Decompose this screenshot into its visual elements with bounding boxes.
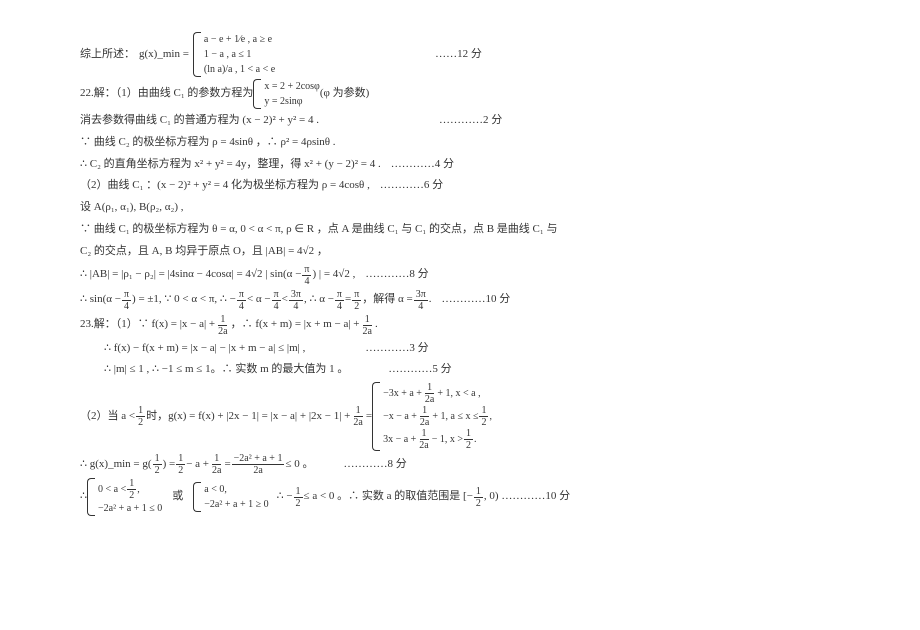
score: …………5 分 — [388, 360, 451, 380]
case: −3x + a +12a+ 1, x < a , — [383, 382, 492, 405]
text: ) = — [163, 455, 176, 475]
frac-half: 12 — [294, 486, 303, 509]
param-cases: x = 2 + 2cosφ y = 2sinφ — [253, 79, 319, 109]
case: (ln a)/a , 1 < a < e — [204, 62, 275, 77]
text: . — [375, 315, 378, 335]
frac-pi4: π4 — [302, 264, 311, 287]
frac-expr: −2a² + a + 12a — [232, 453, 285, 476]
text: < — [282, 290, 288, 310]
text: C₂ 的交点，且 A, B 均异于原点 O，且 |AB| = 4√2 ， — [80, 242, 328, 262]
q22-line9: ∴ |AB| = |ρ₁ − ρ₂| = |4sinα − 4cosα| = 4… — [80, 264, 840, 287]
text: ∵ 曲线 C₁ 的极坐标方程为 θ = α, 0 < α < π, ρ ∈ R … — [80, 220, 557, 240]
q22-line1: 22.解：（1）由曲线 C₁ 的参数方程为 x = 2 + 2cosφ y = … — [80, 79, 840, 109]
q22-line2: 消去参数得曲线 C₁ 的普通方程为 (x − 2)² + y² = 4 . ……… — [80, 111, 840, 131]
case: x = 2 + 2cosφ — [264, 79, 319, 94]
suffix: (φ 为参数) — [320, 84, 369, 104]
prefix: 综上所述： — [80, 45, 135, 65]
text: ∴ C₂ 的直角坐标方程为 x² + y² = 4y，整理，得 x² + (y … — [80, 155, 381, 175]
score: …………4 分 — [391, 155, 454, 175]
text: . — [429, 290, 432, 310]
text: = — [345, 290, 351, 310]
frac-half: 12 — [176, 453, 185, 476]
cases-g: −3x + a +12a+ 1, x < a , −x − a +12a+ 1,… — [372, 382, 492, 451]
text: ) = ±1, ∵ 0 < α < π, ∴ − — [132, 290, 236, 310]
text: ∴ |AB| = |ρ₁ − ρ₂| = |4sinα − 4cosα| = 4… — [80, 265, 301, 285]
frac-pi4: π4 — [237, 289, 246, 312]
text: 23.解：（1）∵ f(x) = |x − a| + — [80, 315, 215, 335]
score: …………10 分 — [442, 290, 511, 310]
text: （2）曲线 C₁ ：(x − 2)² + y² = 4 化为极坐标方程为 ρ =… — [80, 176, 370, 196]
text: 或 — [172, 487, 183, 507]
text: ) | = 4√2 , — [312, 265, 355, 285]
text: − a + — [186, 455, 209, 475]
cases-1: a − e + 1⁄e , a ≥ e 1 − a , a ≤ 1 (ln a)… — [193, 32, 275, 77]
text: ∴ sin(α − — [80, 290, 121, 310]
frac-pi4: π4 — [335, 289, 344, 312]
case: −2a² + a + 1 ≤ 0 — [98, 501, 162, 516]
frac-pi4: π4 — [122, 289, 131, 312]
text: 22.解：（1）由曲线 C₁ 的参数方程为 — [80, 84, 253, 104]
case: 0 < a <12, — [98, 478, 162, 501]
frac-1-2a: 12a — [216, 314, 229, 337]
frac-half: 12 — [136, 405, 145, 428]
text: ∴ f(x) − f(x + m) = |x − a| − |x + m − a… — [104, 339, 305, 359]
cases-3: 0 < a <12, −2a² + a + 1 ≤ 0 — [87, 478, 162, 516]
text: < α − — [247, 290, 271, 310]
frac-1-2a: 12a — [361, 314, 374, 337]
q22-line8: C₂ 的交点，且 A, B 均异于原点 O，且 |AB| = 4√2 ， — [80, 242, 840, 262]
text: ∴ − — [277, 487, 293, 507]
text: （2）当 a < — [80, 407, 135, 427]
text: ∴ |m| ≤ 1 , ∴ −1 ≤ m ≤ 1。∴ 实数 m 的最大值为 1 … — [104, 360, 348, 380]
q22-line6: 设 A(ρ₁, α₁), B(ρ₂, α₂) , — [80, 198, 840, 218]
text: ，∴ f(x + m) = |x + m − a| + — [231, 315, 360, 335]
q23-line1: 23.解：（1）∵ f(x) = |x − a| + 12a ，∴ f(x + … — [80, 314, 840, 337]
q22-line5: （2）曲线 C₁ ：(x − 2)² + y² = 4 化为极坐标方程为 ρ =… — [80, 176, 840, 196]
text: , 0) …………10 分 — [484, 487, 570, 507]
q23-line2: ∴ f(x) − f(x + m) = |x − a| − |x + m − a… — [80, 339, 840, 359]
q22-line7: ∵ 曲线 C₁ 的极坐标方程为 θ = α, 0 < α < π, ρ ∈ R … — [80, 220, 840, 240]
q23-line4: （2）当 a < 12 时，g(x) = f(x) + |2x − 1| = |… — [80, 382, 840, 451]
q23-line3: ∴ |m| ≤ 1 , ∴ −1 ≤ m ≤ 1。∴ 实数 m 的最大值为 1 … — [80, 360, 840, 380]
text: ≤ a < 0 。∴ 实数 a 的取值范围是 [− — [304, 487, 473, 507]
score: …………8 分 — [344, 455, 407, 475]
case: a − e + 1⁄e , a ≥ e — [204, 32, 275, 47]
q22-line3: ∵ 曲线 C₂ 的极坐标方程为 ρ = 4sinθ ，∴ ρ² = 4ρsinθ… — [80, 133, 840, 153]
summary-line: 综上所述： g(x)_min = a − e + 1⁄e , a ≥ e 1 −… — [80, 32, 840, 77]
text: ∵ 曲线 C₂ 的极坐标方程为 ρ = 4sinθ ，∴ ρ² = 4ρsinθ… — [80, 133, 336, 153]
frac-3pi4: 3π4 — [289, 289, 303, 312]
frac-half: 12 — [153, 453, 162, 476]
case: 3x − a +12a− 1, x >12. — [383, 428, 492, 451]
q22-line10: ∴ sin(α − π4 ) = ±1, ∵ 0 < α < π, ∴ − π4… — [80, 289, 840, 312]
cases-4: a < 0, −2a² + a + 1 ≥ 0 — [193, 482, 268, 512]
frac-1-2a: 12a — [210, 453, 223, 476]
score: …………3 分 — [365, 339, 428, 359]
q22-line4: ∴ C₂ 的直角坐标方程为 x² + y² = 4y，整理，得 x² + (y … — [80, 155, 840, 175]
score: …………8 分 — [365, 265, 428, 285]
case: −x − a +12a+ 1, a ≤ x ≤12, — [383, 405, 492, 428]
score: …………6 分 — [380, 176, 443, 196]
case: 1 − a , a ≤ 1 — [204, 47, 275, 62]
frac-1-2a: 12a — [351, 405, 364, 428]
score: ……12 分 — [435, 45, 482, 65]
text: 设 A(ρ₁, α₁), B(ρ₂, α₂) , — [80, 198, 184, 218]
text: ≤ 0 。 — [285, 455, 313, 475]
q23-line6: ∴ 0 < a <12, −2a² + a + 1 ≤ 0 或 a < 0, −… — [80, 478, 840, 516]
frac-pi2: π2 — [352, 289, 361, 312]
case: a < 0, — [204, 482, 268, 497]
score: …………2 分 — [439, 111, 502, 131]
gmin: g(x)_min = — [139, 45, 189, 65]
text: 时，g(x) = f(x) + |2x − 1| = |x − a| + |2x… — [146, 407, 350, 427]
case: y = 2sinφ — [264, 94, 319, 109]
frac-3pi4: 3π4 — [414, 289, 428, 312]
text: ，解得 α = — [362, 290, 412, 310]
frac-pi4: π4 — [272, 289, 281, 312]
case: −2a² + a + 1 ≥ 0 — [204, 497, 268, 512]
text: ∴ g(x)_min = g( — [80, 455, 152, 475]
text: = — [224, 455, 230, 475]
text: , ∴ α − — [304, 290, 334, 310]
q23-line5: ∴ g(x)_min = g( 12 ) = 12 − a + 12a = −2… — [80, 453, 840, 476]
text: 消去参数得曲线 C₁ 的普通方程为 (x − 2)² + y² = 4 . — [80, 111, 319, 131]
frac-half: 12 — [474, 486, 483, 509]
